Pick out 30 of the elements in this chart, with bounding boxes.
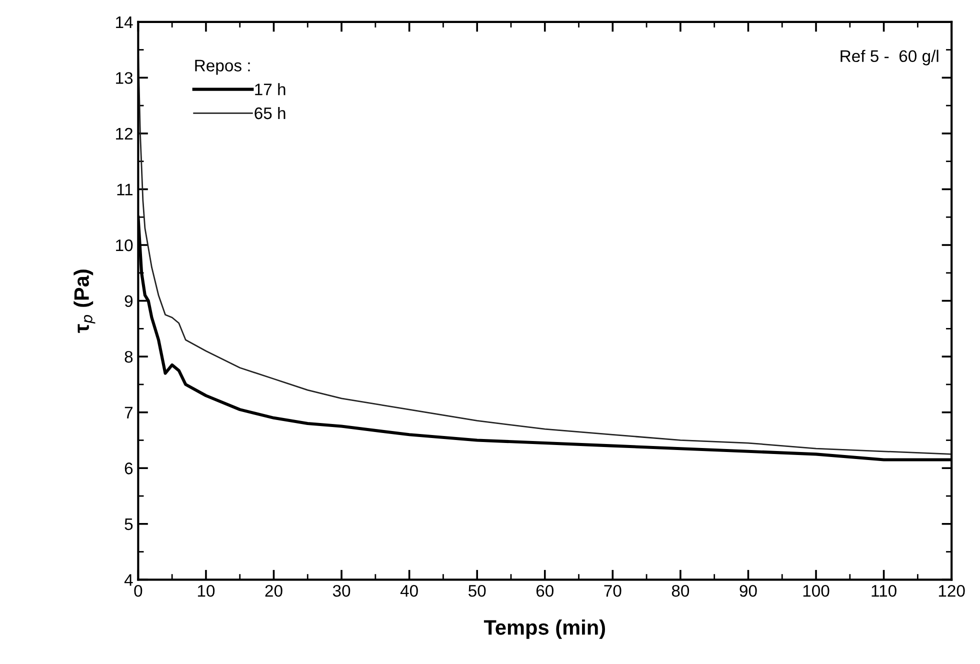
y-tick-label: 11: [117, 184, 133, 196]
legend-title: Repos :: [195, 60, 250, 75]
x-tick-label: 50: [468, 584, 486, 597]
x-tick-label: 40: [400, 584, 418, 597]
x-axis-title: Temps (min): [484, 620, 606, 639]
y-tick-label: 8: [124, 350, 133, 363]
x-tick-label: 20: [265, 584, 282, 597]
legend-label: 17 h: [255, 83, 286, 96]
legend-label: 65 h: [254, 106, 286, 120]
y-tick-label: 9: [124, 295, 133, 307]
x-tick-label: 110: [872, 584, 896, 597]
x-tick-label: 80: [672, 584, 690, 597]
x-tick-label: 90: [740, 584, 757, 597]
y-tick-label: 6: [124, 462, 133, 474]
y-axis-title: τ$_{p}$ (Pa): [74, 270, 96, 333]
y-tick-label: 13: [116, 72, 133, 84]
y-tick-label: 12: [116, 128, 132, 140]
y-tick-label: 7: [124, 406, 132, 418]
x-tick-label: 10: [198, 584, 215, 597]
x-tick-label: 120: [938, 584, 965, 597]
x-tick-label: 60: [536, 584, 554, 597]
x-tick-label: 70: [604, 584, 622, 597]
y-tick-label: 5: [124, 518, 133, 530]
y-tick-label: 10: [116, 239, 133, 252]
y-tick-label: 4: [124, 574, 133, 586]
annotation: Ref 5 - 60 g/l: [840, 50, 938, 66]
y-tick-label: 14: [116, 16, 133, 28]
x-tick-label: 100: [803, 584, 830, 597]
x-tick-label: 30: [332, 584, 350, 597]
x-tick-label: 0: [134, 584, 142, 597]
